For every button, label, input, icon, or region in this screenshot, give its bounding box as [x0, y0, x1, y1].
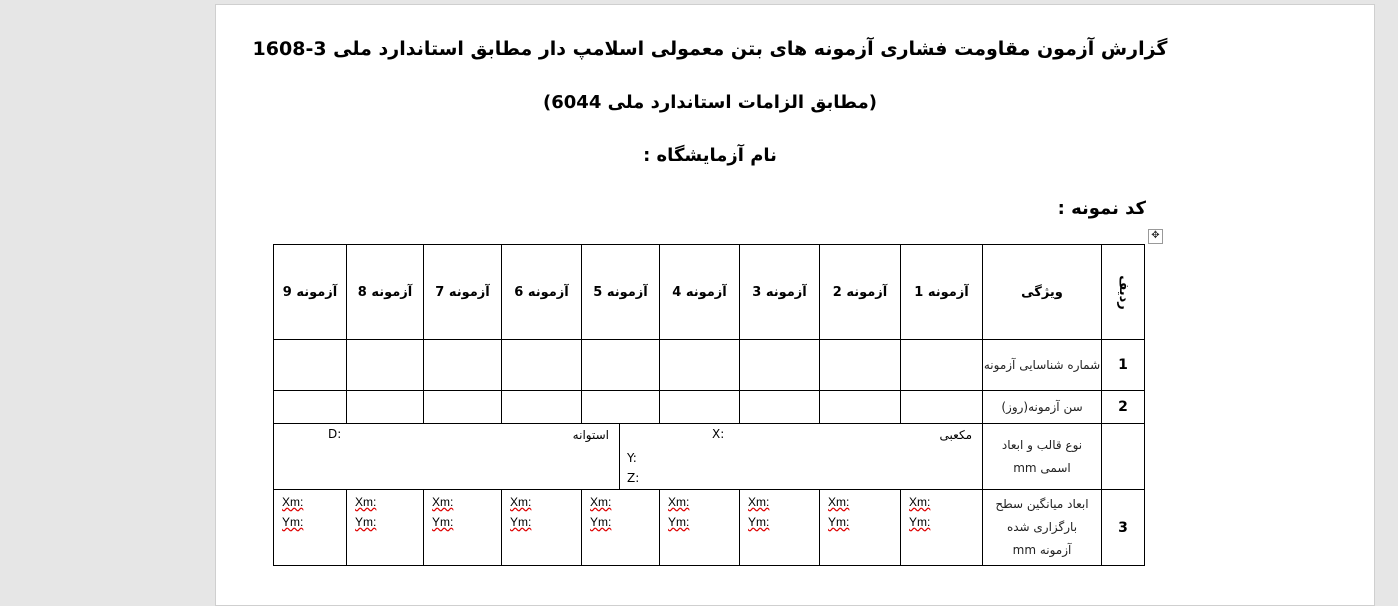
header-test-3: آزمونه 3 [739, 244, 820, 340]
test-header-label: آزمونه 1 [914, 284, 969, 300]
average-dimensions-cell[interactable]: Xm: Ym: [819, 489, 901, 566]
input-cell[interactable] [900, 390, 983, 424]
average-dimensions-cell[interactable]: Xm: Ym: [581, 489, 660, 566]
row-label: شماره شناسایی آزمونه [982, 339, 1102, 391]
header-test-5: آزمونه 5 [581, 244, 660, 340]
row-number: 2 [1101, 390, 1145, 424]
xm-label: Xm: [590, 495, 612, 509]
cylinder-label: استوانه [572, 428, 609, 442]
header-test-4: آزمونه 4 [659, 244, 740, 340]
input-cell[interactable] [581, 339, 660, 391]
row-label: سن آزمونه(روز) [982, 390, 1102, 424]
xm-label: Xm: [432, 495, 454, 509]
header-test-1: آزمونه 1 [900, 244, 983, 340]
cube-z-label: Z: [627, 471, 640, 485]
average-dimensions-cell[interactable]: Xm: Ym: [900, 489, 983, 566]
row-number-header: ردیف [1115, 274, 1131, 310]
row-label: ابعاد میانگین سطح بارگزاری شده آزمونه mm [982, 489, 1102, 566]
ym-label: Ym: [282, 515, 304, 529]
header-test-8: آزمونه 8 [346, 244, 424, 340]
average-dimensions-cell[interactable]: Xm: Ym: [273, 489, 347, 566]
test-header-label: آزمونه 7 [435, 284, 490, 300]
row-number-value: 2 [1118, 399, 1128, 415]
average-dimensions-cell[interactable]: Xm: Ym: [423, 489, 502, 566]
input-cell[interactable] [346, 339, 424, 391]
test-header-label: آزمونه 3 [752, 284, 807, 300]
test-header-label: آزمونه 8 [357, 284, 413, 300]
ym-label: Ym: [510, 515, 532, 529]
document-page [215, 4, 1375, 606]
test-header-label: آزمونه 9 [282, 284, 338, 300]
input-cell[interactable] [273, 339, 347, 391]
xm-label: Xm: [909, 495, 931, 509]
test-header-label: آزمونه 5 [593, 284, 648, 300]
input-cell[interactable] [581, 390, 660, 424]
input-cell[interactable] [501, 339, 582, 391]
input-cell[interactable] [423, 339, 502, 391]
row-number-value: 3 [1118, 519, 1128, 536]
average-dimensions-cell[interactable]: Xm: Ym: [501, 489, 582, 566]
row-label-text: ابعاد میانگین سطح بارگزاری شده آزمونه mm [995, 497, 1089, 557]
cube-x-label: X: [712, 427, 725, 441]
row-label-text: نوع قالب و ابعاد اسمی mm [1001, 437, 1083, 475]
input-cell[interactable] [739, 339, 820, 391]
test-header-label: آزمونه 4 [672, 284, 727, 300]
input-cell[interactable] [819, 339, 901, 391]
cube-dimensions-cell[interactable]: مکعبی X: Y: Z: [619, 423, 983, 490]
ym-label: Ym: [748, 515, 770, 529]
ym-label: Ym: [828, 515, 850, 529]
row-label-text: شماره شناسایی آزمونه [983, 357, 1101, 372]
header-test-6: آزمونه 6 [501, 244, 582, 340]
property-header: ویژگی [1021, 284, 1063, 300]
ym-label: Ym: [668, 515, 690, 529]
input-cell[interactable] [900, 339, 983, 391]
xm-label: Xm: [355, 495, 377, 509]
xm-label: Xm: [510, 495, 532, 509]
average-dimensions-cell[interactable]: Xm: Ym: [739, 489, 820, 566]
input-cell[interactable] [423, 390, 502, 424]
sample-code-label: کد نمونه : [1057, 198, 1146, 219]
document-title: گزارش آزمون مقاومت فشاری آزمونه های بتن … [252, 38, 1168, 60]
header-property: ویژگی [982, 244, 1102, 340]
input-cell[interactable] [739, 390, 820, 424]
test-header-label: آزمونه 2 [832, 284, 888, 300]
ym-label: Ym: [355, 515, 377, 529]
lab-name-label: نام آزمایشگاه : [643, 145, 777, 166]
input-cell[interactable] [273, 390, 347, 424]
row-label: نوع قالب و ابعاد اسمی mm [982, 423, 1102, 490]
cylinder-d-label: D: [328, 427, 342, 441]
document-subtitle: (مطابق الزامات استاندارد ملی 6044) [543, 92, 877, 113]
row-number-value: 1 [1118, 357, 1128, 373]
ym-label: Ym: [909, 515, 931, 529]
header-test-7: آزمونه 7 [423, 244, 502, 340]
row-number: 1 [1101, 339, 1145, 391]
average-dimensions-cell[interactable]: Xm: Ym: [346, 489, 424, 566]
row-number [1101, 423, 1145, 490]
xm-label: Xm: [748, 495, 770, 509]
cube-label: مکعبی [939, 428, 972, 442]
ym-label: Ym: [432, 515, 454, 529]
input-cell[interactable] [659, 339, 740, 391]
header-test-2: آزمونه 2 [819, 244, 901, 340]
test-header-label: آزمونه 6 [514, 284, 569, 300]
header-row-number: ردیف [1101, 244, 1145, 340]
xm-label: Xm: [668, 495, 690, 509]
xm-label: Xm: [282, 495, 304, 509]
move-handle-icon[interactable]: ✥ [1148, 229, 1163, 244]
ym-label: Ym: [590, 515, 612, 529]
average-dimensions-cell[interactable]: Xm: Ym: [659, 489, 740, 566]
input-cell[interactable] [346, 390, 424, 424]
header-test-9: آزمونه 9 [273, 244, 347, 340]
input-cell[interactable] [501, 390, 582, 424]
cube-y-label: Y: [627, 451, 637, 465]
xm-label: Xm: [828, 495, 850, 509]
input-cell[interactable] [659, 390, 740, 424]
input-cell[interactable] [819, 390, 901, 424]
cylinder-dimensions-cell[interactable]: استوانه D: [273, 423, 620, 490]
row-number: 3 [1101, 489, 1145, 566]
row-label-text: سن آزمونه(روز) [1001, 399, 1083, 414]
